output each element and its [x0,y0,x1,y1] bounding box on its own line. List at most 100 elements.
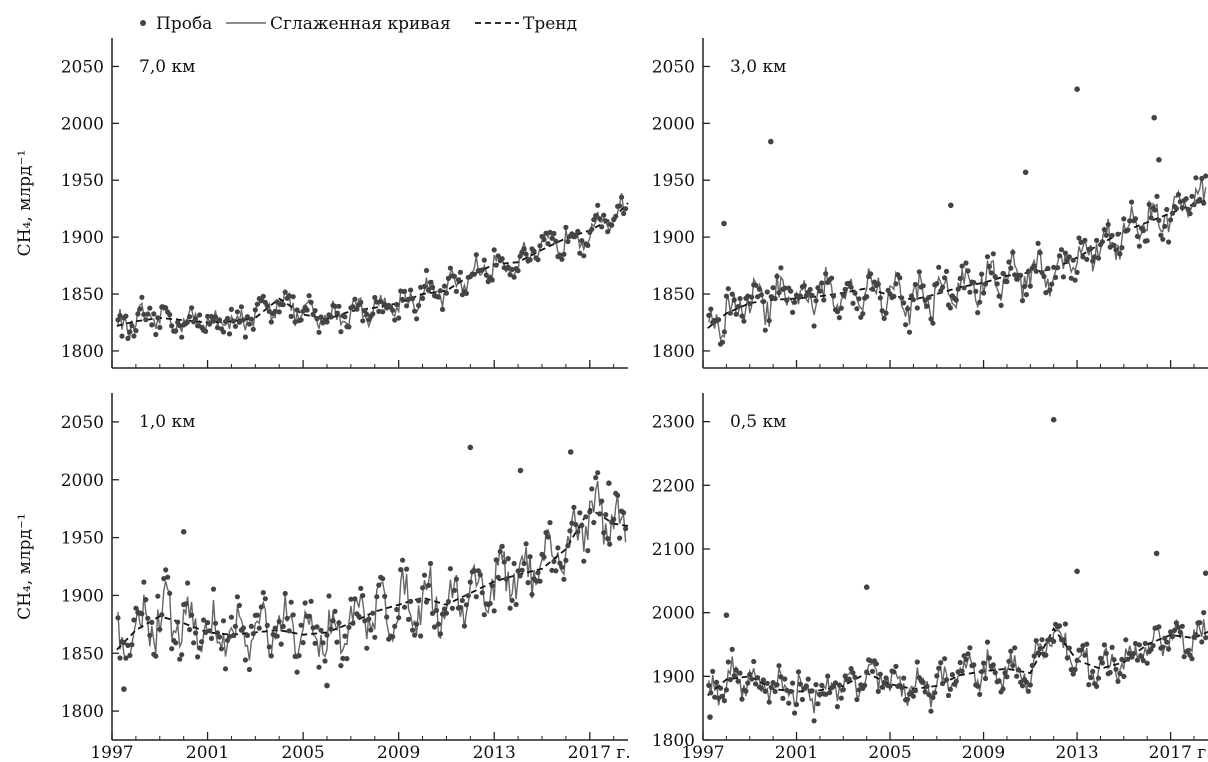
sample-point [131,333,137,339]
sample-point [577,250,583,256]
sample-point [834,309,841,315]
sample-point [587,509,593,515]
sample-point [727,677,733,683]
sample-point [838,305,844,311]
sample-point [780,695,786,702]
sample-point [1004,279,1010,285]
sample-point [723,687,730,693]
sample-point [1031,263,1037,269]
sample-point [994,281,1000,287]
sample-point [1021,283,1028,290]
sample-point [784,687,790,693]
sample-point [298,622,304,628]
sample-point [404,566,410,572]
sample-point [147,305,153,311]
sample-point [981,660,987,666]
trend-line [116,202,629,327]
sample-point [400,557,406,563]
sample-point [883,310,889,316]
sample-point [609,222,615,228]
sample-point [1078,239,1084,245]
sample-point [155,593,161,599]
sample-point [366,616,372,622]
sample-point [431,624,438,630]
sample-point [707,714,713,720]
sample-point [848,284,854,290]
sample-point [543,230,549,236]
x-tick-label: 2001 [775,743,818,762]
sample-point [238,304,244,310]
sample-point [747,671,753,678]
sample-point [517,573,523,579]
sample-point [268,653,274,659]
sample-point [193,315,199,322]
sample-point [1058,247,1065,253]
sample-point [193,630,199,636]
sample-point [603,218,609,224]
legend: Проба Сглаженная кривая Тренд [140,14,577,34]
sample-point [611,516,617,522]
sample-point [398,567,404,573]
sample-point [819,280,825,286]
sample-point [1101,642,1107,648]
sample-point [197,645,203,651]
sample-point [936,264,942,270]
trend-line [707,198,1208,329]
sample-point [797,681,804,687]
sample-point [203,629,209,636]
sample-point [427,560,434,567]
sample-point [354,306,360,312]
sample-point [1179,623,1185,629]
x-tick-label: 2001 [186,743,229,762]
sample-point [358,299,364,305]
sample-point [813,682,819,688]
sample-point [1199,175,1205,182]
sample-point [129,323,135,329]
sample-point [127,329,133,335]
sample-point [706,312,712,318]
sample-point [288,599,294,605]
y-tick-label: 1900 [61,228,104,248]
sample-point [1029,662,1035,669]
sample-point [123,655,129,661]
sample-point [266,308,272,315]
sample-point [809,292,815,298]
sample-point [745,293,751,299]
sample-point [827,690,833,696]
sample-point [342,314,348,320]
sample-point [1134,657,1141,663]
sample-point [1000,270,1006,277]
sample-point [778,674,784,680]
sample-point [312,308,318,314]
sample-point [723,612,730,618]
sample-point [1152,207,1158,213]
sample-point [350,620,356,626]
sample-point [320,640,326,646]
y-tick-label: 1800 [61,702,104,722]
sample-point [1202,570,1208,576]
sample-point [1187,211,1193,217]
sample-point [489,277,495,283]
sample-point [811,718,817,724]
sample-point [216,634,223,640]
sample-point [535,257,541,263]
sample-point [423,267,430,274]
sample-point [1074,568,1080,575]
sample-point [197,312,203,318]
sample-point [157,626,163,632]
sample-point [561,576,567,582]
sample-point [1072,666,1078,673]
sample-point [1166,239,1172,245]
sample-point [719,693,726,700]
sample-point [821,297,827,303]
sample-point [992,670,998,676]
sample-point [834,704,841,710]
sample-point [899,295,905,301]
sample-point [774,682,780,688]
sample-point [400,296,406,302]
sample-point [601,212,607,218]
sample-point [226,634,233,640]
sample-point [1074,86,1080,92]
sample-point [1142,640,1148,647]
sample-point [891,293,897,299]
